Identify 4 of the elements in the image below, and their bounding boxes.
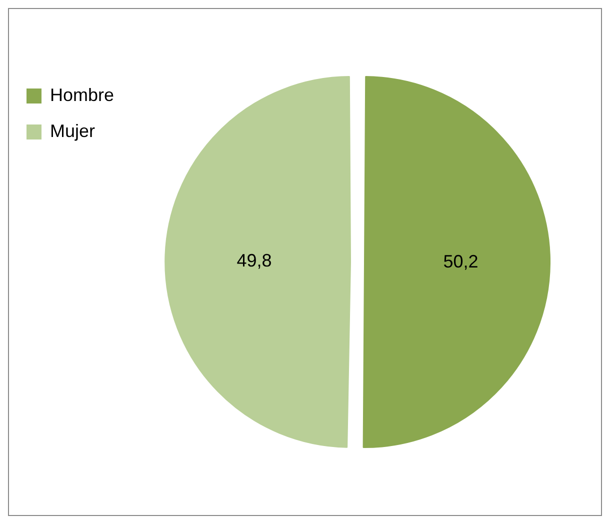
data-label: 50,2 [443, 252, 478, 272]
data-label: 49,8 [236, 250, 272, 270]
legend-label: Mujer [50, 120, 96, 141]
legend-label: Hombre [50, 84, 114, 105]
